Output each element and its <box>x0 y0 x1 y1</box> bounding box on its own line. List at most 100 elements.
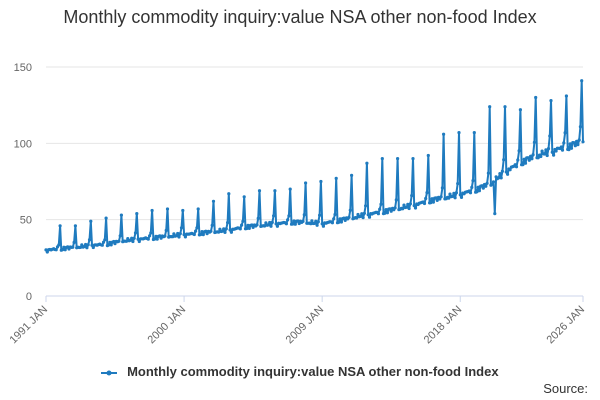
data-point <box>490 182 494 186</box>
data-point <box>250 223 254 227</box>
data-point <box>84 242 88 247</box>
data-point <box>334 176 338 180</box>
series-line <box>44 79 585 254</box>
data-point <box>85 246 89 250</box>
data-point <box>343 218 347 222</box>
data-point <box>530 157 534 161</box>
data-point <box>130 236 134 240</box>
data-point <box>284 222 288 226</box>
data-point <box>222 227 226 231</box>
data-point <box>536 156 540 160</box>
data-point <box>518 108 523 112</box>
data-point <box>163 234 167 238</box>
data-point <box>365 161 369 165</box>
data-point <box>376 212 380 216</box>
data-point <box>424 196 428 201</box>
data-point <box>268 220 272 225</box>
data-point <box>430 197 434 201</box>
data-point <box>572 141 576 145</box>
data-point <box>406 202 410 206</box>
data-point <box>223 230 227 234</box>
data-point <box>286 218 290 222</box>
data-point <box>199 232 203 237</box>
data-point <box>554 149 558 153</box>
data-point <box>240 223 244 227</box>
data-point <box>164 228 168 232</box>
data-point <box>135 212 139 216</box>
data-point <box>526 156 530 160</box>
data-point <box>394 198 398 202</box>
data-point <box>580 79 584 83</box>
legend-swatch-icon <box>101 370 118 376</box>
x-tick-label: 2026 JAN <box>544 304 587 347</box>
x-tick-label: 2000 JAN <box>146 304 189 347</box>
data-point <box>442 132 446 136</box>
data-point <box>422 201 427 206</box>
data-point <box>62 245 66 249</box>
data-point <box>411 157 415 161</box>
data-point <box>457 131 461 135</box>
data-point <box>287 214 291 218</box>
data-point <box>133 231 138 235</box>
data-point <box>269 224 273 228</box>
data-point <box>209 229 213 233</box>
data-point <box>384 208 388 212</box>
data-point <box>383 211 387 215</box>
legend[interactable]: Monthly commodity inquiry:value NSA othe… <box>0 364 600 379</box>
data-point <box>564 94 569 98</box>
data-point <box>514 165 519 169</box>
data-point <box>475 190 479 194</box>
data-point <box>459 195 464 199</box>
data-point <box>292 219 296 223</box>
data-point <box>499 176 503 180</box>
data-point <box>481 186 485 190</box>
data-point <box>154 234 158 238</box>
data-point <box>425 191 429 195</box>
data-point <box>491 180 496 184</box>
data-point <box>575 139 579 143</box>
data-point <box>426 153 430 158</box>
y-tick-label: 0 <box>26 291 32 303</box>
data-point <box>137 239 141 244</box>
data-point <box>224 227 228 231</box>
source-label: Source: <box>543 381 588 396</box>
data-point <box>264 221 268 225</box>
data-point <box>532 140 537 144</box>
data-point <box>522 157 526 161</box>
data-point <box>319 179 323 184</box>
data-point <box>104 216 108 220</box>
data-point <box>548 134 552 138</box>
data-point <box>109 243 113 247</box>
data-point <box>408 202 412 206</box>
data-point <box>484 184 488 188</box>
data-point <box>71 245 75 249</box>
data-point <box>78 245 83 249</box>
data-point <box>272 214 276 218</box>
data-point <box>270 220 274 224</box>
data-point <box>488 105 492 109</box>
data-point <box>275 224 279 228</box>
data-point <box>251 225 255 229</box>
data-point <box>183 235 187 239</box>
data-point <box>339 220 343 224</box>
data-point <box>273 189 277 193</box>
x-tick-label: 1991 JAN <box>7 304 50 347</box>
data-point <box>573 144 577 148</box>
data-point <box>550 150 554 154</box>
data-point <box>165 207 170 211</box>
data-point <box>497 176 501 180</box>
data-point <box>545 153 549 158</box>
data-point <box>362 211 366 215</box>
grid <box>46 66 583 297</box>
data-point <box>407 206 411 211</box>
data-point <box>559 145 563 149</box>
data-point <box>539 154 543 159</box>
data-point <box>310 219 314 223</box>
data-point <box>401 207 405 211</box>
data-point <box>454 191 458 195</box>
data-point <box>201 233 205 237</box>
data-point <box>309 222 313 226</box>
y-tick-label: 100 <box>14 138 32 150</box>
data-point <box>543 152 547 156</box>
